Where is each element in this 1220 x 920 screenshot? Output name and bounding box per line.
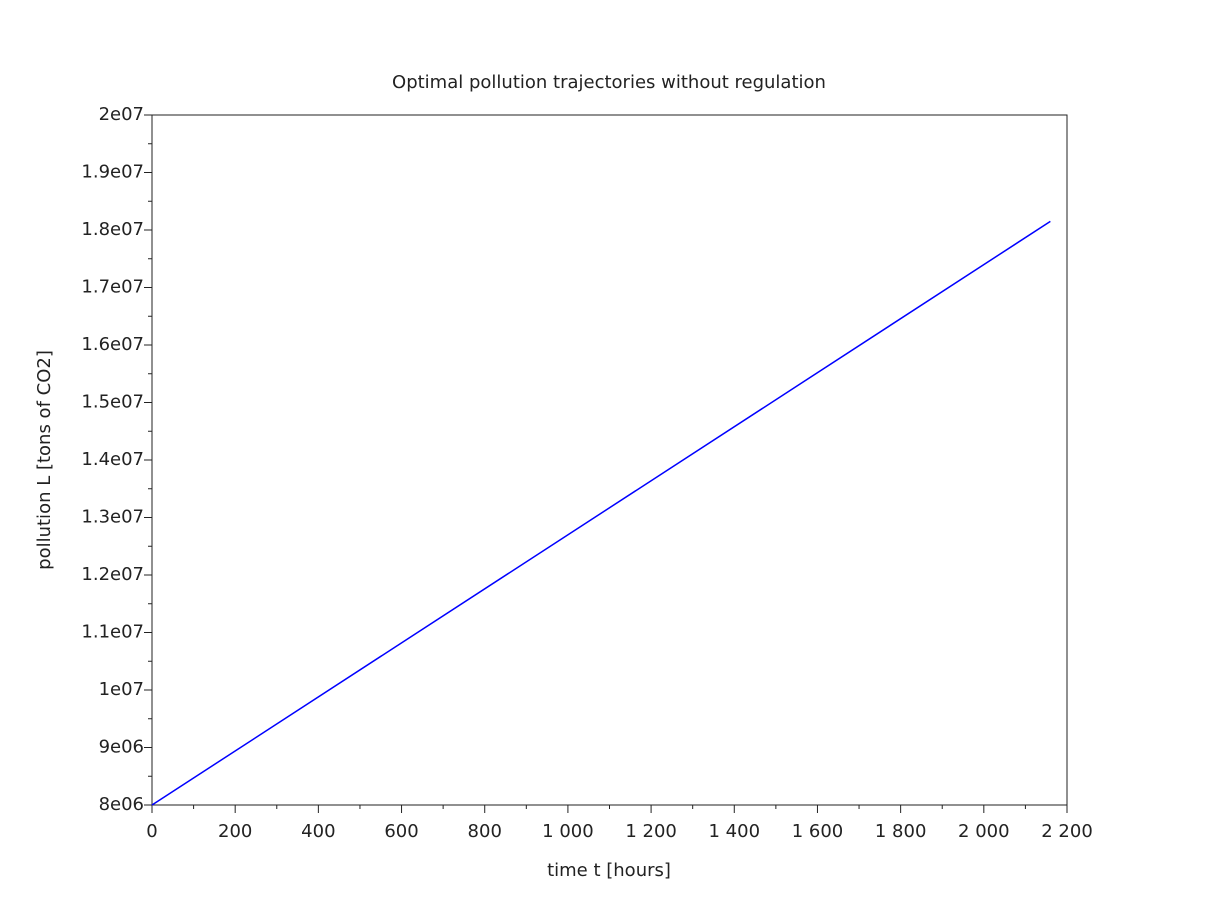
y-tick-label: 1.9e07: [81, 162, 144, 183]
x-tick-label: 1 600: [792, 821, 844, 842]
y-tick-label: 1.1e07: [81, 622, 144, 643]
y-tick-label: 1.6e07: [81, 334, 144, 355]
y-tick-label: 2e07: [99, 104, 144, 125]
x-tick-label: 2 000: [958, 821, 1010, 842]
chart-title: Optimal pollution trajectories without r…: [392, 72, 826, 93]
y-tick-label: 1.4e07: [81, 449, 144, 470]
y-tick-label: 1.8e07: [81, 219, 144, 240]
x-axis-label: time t [hours]: [547, 860, 671, 881]
y-tick-label: 1e07: [99, 679, 144, 700]
x-tick-label: 1 000: [542, 821, 594, 842]
y-tick-label: 9e06: [99, 737, 144, 758]
x-tick-label: 1 200: [625, 821, 677, 842]
data-line: [151, 220, 1051, 806]
y-tick-label: 1.5e07: [81, 392, 144, 413]
y-tick-label: 1.7e07: [81, 277, 144, 298]
x-tick-label: 600: [384, 821, 418, 842]
x-tick-label: 800: [468, 821, 502, 842]
plot-frame: [151, 114, 1068, 806]
x-tick-label: 2 200: [1041, 821, 1093, 842]
x-tick-label: 1 400: [709, 821, 761, 842]
x-tick-label: 200: [218, 821, 252, 842]
x-tick-label: 400: [301, 821, 335, 842]
x-tick-label: 0: [146, 821, 157, 842]
y-tick-label: 1.2e07: [81, 564, 144, 585]
y-axis-label: pollution L [tons of CO2]: [34, 350, 55, 570]
y-tick-label: 8e06: [99, 794, 144, 815]
x-tick-label: 1 800: [875, 821, 927, 842]
y-tick-label: 1.3e07: [81, 507, 144, 528]
